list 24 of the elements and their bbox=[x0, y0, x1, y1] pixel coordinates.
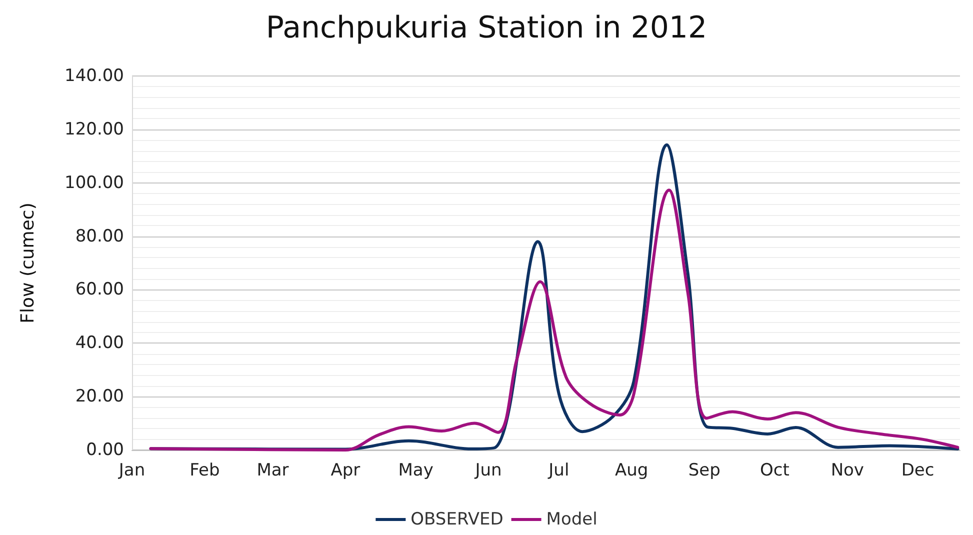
legend-label: Model bbox=[546, 510, 598, 530]
y-tick-label: 40.00 bbox=[75, 333, 124, 354]
y-tick-label: 140.00 bbox=[64, 66, 124, 86]
chart-title: Panchpukuria Station in 2012 bbox=[266, 10, 708, 46]
y-tick-label: 0.00 bbox=[86, 440, 124, 460]
y-tick-label: 100.00 bbox=[64, 172, 124, 193]
x-tick-label: Aug bbox=[615, 460, 648, 480]
legend-label: OBSERVED bbox=[410, 510, 504, 530]
x-tick-label: Nov bbox=[830, 460, 864, 480]
x-tick-label: Dec bbox=[901, 460, 934, 480]
y-tick-label: 20.00 bbox=[75, 386, 124, 407]
x-tick-label: Jul bbox=[548, 460, 570, 480]
x-tick-label: Feb bbox=[190, 460, 220, 480]
x-tick-label: May bbox=[398, 460, 434, 480]
x-tick-label: Sep bbox=[688, 460, 720, 480]
x-tick-label: Jan bbox=[118, 460, 146, 480]
y-axis-title: Flow (cumec) bbox=[18, 202, 38, 324]
x-tick-label: Oct bbox=[760, 460, 790, 480]
x-tick-label: Mar bbox=[256, 460, 289, 480]
x-tick-label: Apr bbox=[330, 460, 360, 480]
y-tick-label: 120.00 bbox=[64, 119, 124, 140]
x-tick-label: Jun bbox=[474, 460, 502, 480]
y-tick-label: 80.00 bbox=[75, 226, 124, 246]
y-tick-label: 60.00 bbox=[75, 280, 124, 300]
